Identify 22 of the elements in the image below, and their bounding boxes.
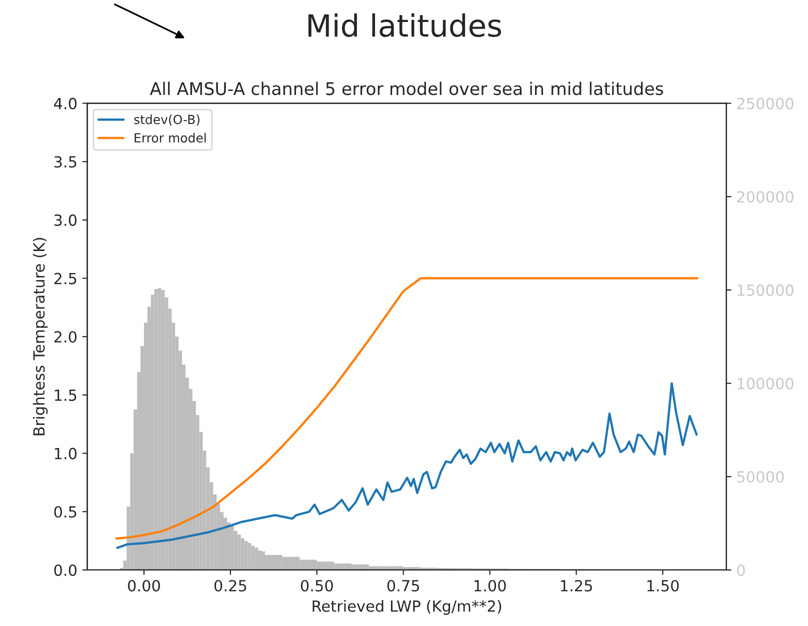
y-tick-label: 4.0 [54, 98, 77, 110]
y-axis-title: Brightess Temperature (K) [32, 238, 48, 436]
legend-label: Error model [134, 132, 206, 143]
y-tick-label: 0.0 [54, 564, 77, 576]
y-tick-label: 3.0 [54, 214, 77, 226]
y-tick-label: 1.0 [54, 448, 77, 460]
x-tick-label: 1.50 [647, 580, 679, 592]
x-tick-label: 0.50 [300, 580, 333, 592]
x-tick-label: 0.00 [128, 580, 160, 592]
y-tick-label: 0.5 [54, 506, 76, 518]
y-tick-label: 2.0 [54, 331, 77, 343]
chart-title: All AMSU-A channel 5 error model over sea in mid latitudes [150, 82, 664, 96]
y-tick-label: 1.5 [54, 390, 76, 401]
text: Mid latitudes [308, 13, 502, 38]
y-tick-label: 3.5 [54, 156, 76, 168]
x-tick-label: 0.25 [214, 580, 246, 592]
x-tick-label: 0.75 [387, 580, 420, 592]
x-axis-title: Retrieved LWP (Kg/m**2) [312, 600, 502, 615]
y-tick-label: 2.5 [54, 272, 76, 284]
x-tick-label: 1.25 [560, 580, 592, 592]
x-tick-label: 1.00 [474, 580, 506, 592]
legend-label: stdev(O-B) [134, 114, 200, 126]
